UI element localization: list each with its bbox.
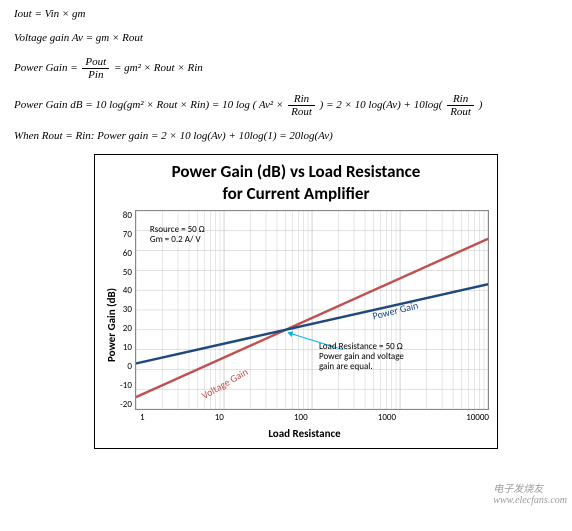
anno-params: Rsource = 50 Ω Gm = 0.2 A/ V [150, 225, 205, 246]
chart-title-l1: Power Gain (dB) vs Load Resistance [103, 161, 489, 182]
x-tick: 1000 [378, 412, 396, 423]
chart-title-l2: for Current Amplifier [103, 183, 489, 204]
eq5-rhs: 2 × 10 log(Av) + 10log(1) = 20log(Av) [161, 130, 333, 142]
anno-gm: Gm = 0.2 A/ V [150, 235, 205, 245]
chart-title: Power Gain (dB) vs Load Resistance for C… [103, 161, 489, 204]
equation-power-gain-db: Power Gain dB = 10 log(gm² × Rout × Rin)… [14, 93, 558, 118]
y-tick: 20 [123, 323, 132, 334]
equation-power-gain: Power Gain = Pout Pin = gm² × Rout × Rin [14, 56, 558, 81]
watermark: 电子发烧友 www.elecfans.com [493, 480, 567, 506]
eq5-lhs: When Rout = Rin: Power gain [14, 130, 148, 142]
x-tick: 10000 [466, 412, 489, 423]
eq3-frac: Pout Pin [82, 56, 109, 81]
eq4-p3b: ) [479, 99, 483, 111]
y-axis-label: Power Gain (dB) [103, 210, 120, 440]
y-tick: 70 [123, 229, 132, 240]
eq4-p2a: 10 log [222, 99, 250, 111]
y-ticks: 80 70 60 50 40 30 20 10 0 -10 -20 [120, 210, 135, 410]
equation-iout: Iout = Vin × gm [14, 8, 558, 20]
y-tick: -20 [120, 399, 132, 410]
chart-container: Power Gain (dB) vs Load Resistance for C… [94, 154, 498, 449]
eq4-lhs: Power Gain dB [14, 99, 82, 111]
eq4-p3a: 2 × 10 log(Av) + 10log( [336, 99, 442, 111]
y-tick: 30 [123, 304, 132, 315]
y-tick: 50 [123, 267, 132, 278]
eq4-frac1: Rin Rout [288, 93, 315, 118]
y-tick: -10 [120, 380, 132, 391]
eq1-lhs: Iout [14, 8, 32, 20]
eq1-rhs: Vin × gm [45, 8, 86, 20]
eq2-rhs: gm × Rout [96, 32, 143, 44]
x-ticks: 1 10 100 1000 10000 [140, 412, 489, 423]
anno-intersection: Load Resistance = 50 Ω Power gain and vo… [319, 342, 404, 373]
eq2-lhs: Voltage gain Av [14, 32, 83, 44]
eq4-p1: 10 log(gm² × Rout × Rin) [95, 99, 209, 111]
y-tick: 60 [123, 248, 132, 259]
eq3-lhs: Power Gain [14, 62, 67, 74]
y-tick: 80 [123, 210, 132, 221]
eq3-rhs: gm² × Rout × Rin [124, 62, 203, 74]
x-tick: 1 [140, 412, 145, 423]
eq4-frac2: Rin Rout [447, 93, 474, 118]
y-tick: 40 [123, 285, 132, 296]
anno2-l3: gain are equal. [319, 362, 404, 372]
x-tick: 100 [294, 412, 308, 423]
y-tick: 0 [127, 361, 132, 372]
equation-when-rout-rin: When Rout = Rin: Power gain = 2 × 10 log… [14, 130, 558, 142]
eq4-p2b: Av² × [259, 99, 283, 111]
y-tick: 10 [123, 342, 132, 353]
x-tick: 10 [215, 412, 224, 423]
equation-voltage-gain: Voltage gain Av = gm × Rout [14, 32, 558, 44]
x-axis-label: Load Resistance [120, 427, 489, 440]
plot-area: Rsource = 50 Ω Gm = 0.2 A/ V Load Resist… [135, 210, 489, 410]
